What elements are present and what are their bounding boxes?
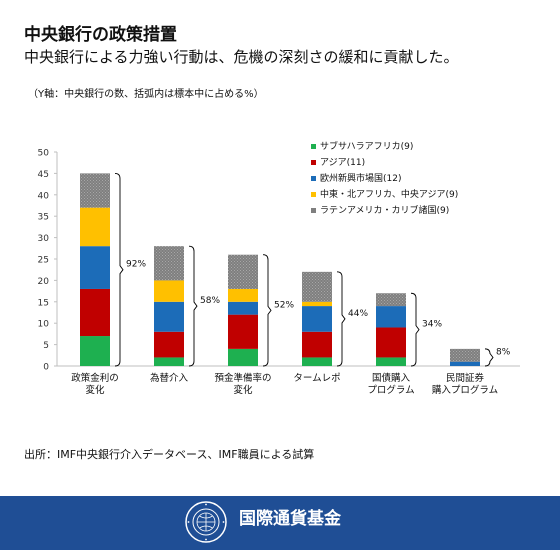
total-bracket [336, 271, 346, 367]
legend-label: ラテンアメリカ・カリブ諸国(9) [320, 204, 449, 216]
bar-segment [154, 331, 184, 358]
bar-segment [376, 293, 406, 307]
x-category-label: 民間証券 [446, 372, 485, 384]
bar-segment [80, 336, 110, 366]
y-tick-label: 10 [38, 320, 50, 330]
x-category-label: 変化 [233, 384, 253, 396]
x-category-label: プログラム [367, 384, 414, 396]
bracket-percentage-label: 92% [126, 260, 146, 270]
bar-segment [80, 207, 110, 247]
bar-segment [450, 361, 480, 366]
x-category-label: 為替介入 [150, 372, 189, 384]
bar-segment [376, 357, 406, 366]
bracket-percentage-label: 34% [422, 320, 442, 330]
legend-swatch [311, 160, 316, 165]
legend-swatch [311, 176, 316, 181]
bar-segment [450, 348, 480, 362]
x-category-label: 国債購入 [372, 372, 411, 384]
bar-segment [80, 173, 110, 208]
bar-segment [302, 357, 332, 366]
y-tick-label: 40 [38, 191, 50, 201]
total-bracket [262, 254, 272, 367]
x-category-label: 預金準備率の [214, 372, 271, 384]
footer-band [0, 496, 560, 550]
legend-swatch [311, 144, 316, 149]
x-category-label: 変化 [85, 384, 105, 396]
bar-segment [154, 357, 184, 366]
bracket-percentage-label: 44% [348, 309, 368, 319]
yaxis-note: （Y軸：中央銀行の数、括弧内は標本中に占める%） [28, 89, 264, 100]
y-tick-label: 30 [38, 234, 50, 244]
bar-segment [302, 271, 332, 302]
bar-segment [228, 288, 258, 302]
page-subtitle: 中央銀行による力強い行動は、危機の深刻さの緩和に貢献した。 [24, 48, 459, 66]
y-tick-label: 35 [38, 213, 49, 223]
y-tick-label: 25 [38, 256, 49, 266]
total-bracket [484, 348, 494, 367]
bar-segment [154, 246, 184, 281]
bar-segment [80, 246, 110, 289]
bar-segment [376, 306, 406, 328]
page-title: 中央銀行の政策措置 [24, 25, 177, 45]
legend-label: アジア(11) [320, 158, 365, 168]
source-note: 出所：IMF中央銀行介入データベース、IMF職員による試算 [24, 448, 315, 461]
bar-segment [154, 280, 184, 302]
y-tick-label: 5 [43, 341, 49, 351]
legend-label: サブサハラアフリカ(9) [320, 140, 413, 152]
y-tick-label: 50 [38, 149, 50, 159]
bar-segment [302, 306, 332, 332]
bracket-percentage-label: 58% [200, 296, 220, 306]
bracket-percentage-label: 52% [274, 300, 294, 310]
total-bracket [410, 292, 420, 367]
bar-segment [80, 288, 110, 337]
imf-seal-logo [185, 501, 227, 543]
bar-segment [302, 331, 332, 358]
legend-label: 中東・北アフリカ、中央アジア(9) [320, 188, 458, 200]
y-tick-label: 45 [38, 170, 49, 180]
bar-segment [376, 327, 406, 358]
x-category-label: タームレポ [293, 373, 340, 384]
y-tick-label: 0 [43, 363, 49, 373]
total-bracket [114, 172, 124, 367]
bar-segment [228, 348, 258, 366]
legend-swatch [311, 208, 316, 213]
bar-segment [302, 301, 332, 307]
x-category-label: 購入プログラム [432, 384, 498, 396]
x-category-label: 政策金利の [71, 372, 119, 384]
bar-segment [228, 314, 258, 349]
bar-segment [228, 301, 258, 315]
bar-segment [154, 301, 184, 332]
bracket-percentage-label: 8% [496, 347, 511, 357]
legend-label: 欧州新興市場国(12) [320, 172, 401, 184]
y-tick-label: 20 [38, 277, 50, 287]
y-tick-label: 15 [38, 298, 49, 308]
footer-org-name: 国際通貨基金 [239, 509, 341, 529]
total-bracket [188, 245, 198, 367]
bar-segment [228, 254, 258, 289]
legend-swatch [311, 192, 316, 197]
